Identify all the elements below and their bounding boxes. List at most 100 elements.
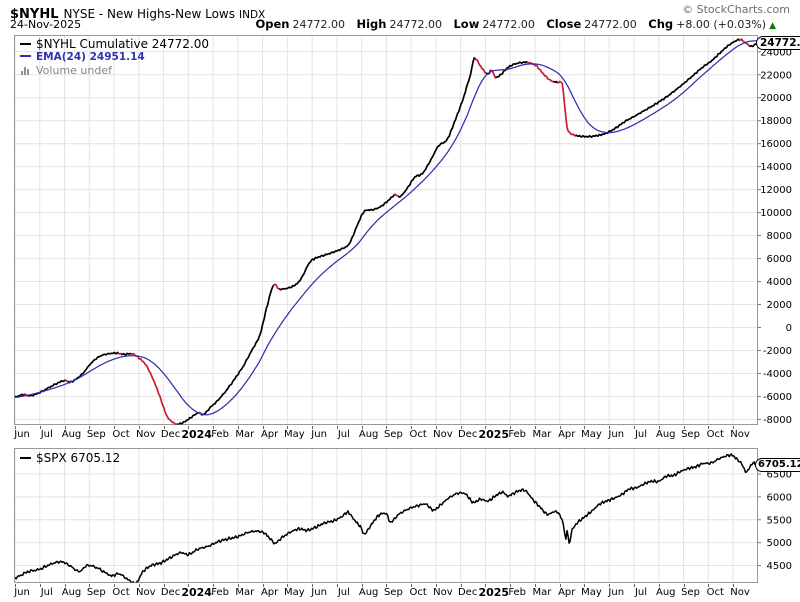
x-axis-label: Jul [634,587,648,598]
x-axis-label: Jul [40,587,53,598]
x-axis-label: Sep [86,587,106,598]
x-axis-label: Jul [40,429,53,440]
x-axis-label: Oct [112,429,130,440]
svg-text:14000: 14000 [760,162,792,173]
legend-volume: Volume undef [20,64,209,77]
svg-text:6000: 6000 [767,254,792,265]
x-axis-label: Dec [457,587,478,598]
x-axis-label: Jun [311,587,327,598]
x-axis-label: May [581,429,602,440]
x-axis-label: Nov [433,587,453,598]
x-axis-label: Jul [634,429,648,440]
x-axis-label: Feb [508,587,527,598]
chart-title: $NYHL NYSE - New Highs-New Lows INDX [10,3,265,22]
x-axis-label: Aug [655,429,676,440]
high-label: High [356,17,387,31]
x-axis-label: Oct [409,587,427,598]
nyhl-line-swatch-icon [20,42,31,45]
x-axis-label: Mar [235,587,255,598]
x-axis-label: Oct [706,429,724,440]
x-axis-months-lower: Jun Jul Aug Sep Oct Nov Dec 2024 Feb Mar Apr May Jun… [14,584,800,602]
svg-text:24000: 24000 [760,47,792,58]
svg-text:6500: 6500 [767,469,792,480]
x-axis-months-main: Jun Jul Aug Sep Oct Nov Dec 2024 Feb Mar Apr May Jun… [14,426,800,446]
svg-text:10000: 10000 [760,208,792,219]
legend-nyhl-cumulative: $NYHL Cumulative 24772.00 [20,38,209,51]
x-axis-label: Dec [160,587,181,598]
x-axis-label: Jul [337,587,350,598]
stockcharts-copyright: © StockCharts.com [682,3,790,16]
high-value: 24772.00 [389,18,442,31]
x-axis-label: Apr [260,429,279,440]
svg-text:5500: 5500 [767,515,792,526]
svg-text:20000: 20000 [760,93,792,104]
open-value: 24772.00 [292,18,345,31]
x-axis-label: Jun [608,429,625,440]
x-axis-label: Mar [532,429,552,440]
open-label: Open [255,17,290,31]
chg-label: Chg [648,17,674,31]
x-axis-label: Jun [14,429,30,440]
spx-chart-canvas: 6500 6000 5500 5000 4500 [14,448,792,583]
x-axis-label: Feb [508,429,527,440]
x-axis-label: Nov [136,429,156,440]
x-axis-label: May [284,587,305,598]
x-axis-label: Mar [532,587,552,598]
x-axis-label: Apr [558,587,576,598]
x-axis-label: Feb [211,587,229,598]
svg-text:22000: 22000 [760,70,792,81]
x-axis-label: Aug [358,587,379,598]
chart-date: 24-Nov-2025 [10,18,82,31]
x-axis-label: Sep [383,587,403,598]
svg-text:4000: 4000 [767,277,792,288]
x-axis-label: Apr [558,429,576,440]
x-axis-label: Jul [337,429,350,440]
x-axis-label: Nov [433,429,453,440]
x-axis-label: Sep [681,587,700,598]
close-value: 24772.00 [584,18,637,31]
up-arrow-icon: ▲ [769,21,776,31]
x-axis-label: Aug [655,587,676,598]
x-axis-label: Apr [260,587,279,598]
x-axis-label: Oct [409,429,427,440]
x-axis-label: Sep [383,429,403,440]
svg-text:18000: 18000 [760,116,792,127]
svg-text:-4000: -4000 [763,369,792,380]
symbol: $NYHL [10,7,59,22]
x-axis-label: 2025 [478,586,510,599]
x-axis-label: Oct [112,587,130,598]
x-axis-label: Aug [61,587,82,598]
chg-value: +8.00 (+0.03%) [676,18,767,31]
x-axis-label: May [581,587,602,598]
nyhl-chart-canvas: 2400022000200001800016000140001200010000… [14,35,792,426]
svg-text:6000: 6000 [767,492,792,503]
quote-strip: Open 24772.00 High 24772.00 Low 24772.00 Cl… [255,17,776,31]
index-name: NYSE - New Highs-New Lows [63,7,236,21]
x-axis-label: Jun [311,429,327,440]
spx-legend: $SPX 6705.12 [20,452,120,465]
exchange-suffix: INDX [239,9,266,21]
x-axis-label: Jun [14,587,30,598]
x-axis-label: 2025 [478,428,510,441]
close-label: Close [546,17,582,31]
nyhl-last-price-tag: 24772.00 [756,36,800,50]
ema-line-swatch-icon [20,55,31,57]
x-axis-label: May [284,429,305,440]
spx-last-price-tag: 6705.12 [755,458,800,472]
x-axis-label: Aug [61,429,82,440]
x-axis-label: Aug [358,429,379,440]
svg-text:-6000: -6000 [763,392,792,403]
svg-text:-2000: -2000 [763,346,792,357]
svg-text:4500: 4500 [767,561,792,572]
x-axis-label: Nov [730,587,750,598]
x-axis-label: 2024 [181,586,212,599]
svg-text:8000: 8000 [767,231,792,242]
svg-text:-8000: -8000 [763,415,792,426]
x-axis-label: 2024 [181,428,212,441]
x-axis-label: Mar [235,429,255,440]
x-axis-label: Oct [706,587,724,598]
low-label: Low [453,17,480,31]
svg-text:5000: 5000 [767,538,792,549]
x-axis-label: Jun [608,587,625,598]
